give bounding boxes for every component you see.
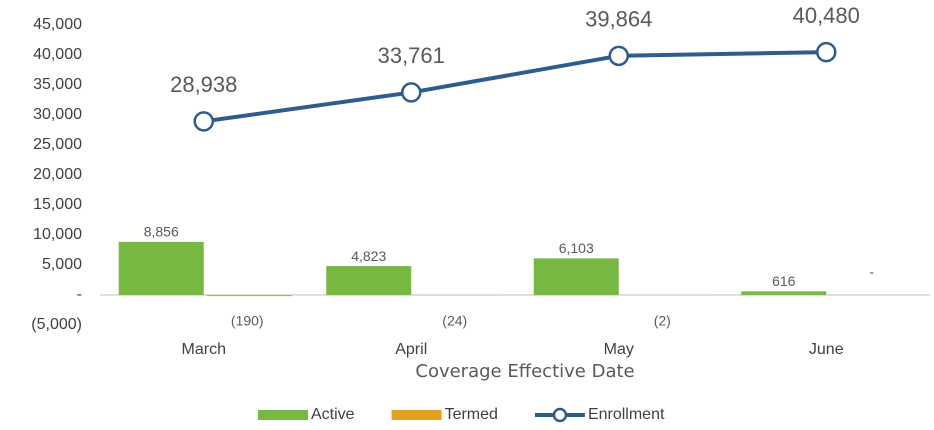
y-tick-label: 20,000 xyxy=(33,166,82,183)
y-tick-label: 45,000 xyxy=(33,16,82,33)
data-label: 33,761 xyxy=(378,43,445,68)
marker xyxy=(193,111,214,132)
legend-label: Termed xyxy=(445,406,498,423)
x-axis-title: Coverage Effective Date xyxy=(415,361,634,382)
data-label: (2) xyxy=(654,313,671,329)
data-label: 8,856 xyxy=(144,224,179,240)
data-label: 616 xyxy=(772,273,796,289)
data-label: (190) xyxy=(231,313,264,329)
x-tick-label: April xyxy=(395,341,427,358)
y-tick-label: (5,000) xyxy=(31,316,82,333)
x-tick-label: June xyxy=(809,341,844,358)
data-label: 39,864 xyxy=(585,7,652,32)
y-tick-label: - xyxy=(77,286,82,303)
y-tick-label: 15,000 xyxy=(33,196,82,213)
y-tick-label: 5,000 xyxy=(42,256,82,273)
legend-label: Active xyxy=(311,406,355,423)
data-label: 4,823 xyxy=(351,248,386,264)
marker xyxy=(401,82,422,103)
y-tick-label: 40,000 xyxy=(33,46,82,63)
data-label: 40,480 xyxy=(793,3,860,28)
legend-swatch xyxy=(258,410,308,420)
legend-swatch xyxy=(552,407,568,423)
y-tick-label: 10,000 xyxy=(33,226,82,243)
data-label: 6,103 xyxy=(559,240,594,256)
data-label: 28,938 xyxy=(170,72,237,97)
y-tick-label: 30,000 xyxy=(33,106,82,123)
x-tick-label: May xyxy=(604,341,634,358)
y-tick-label: 25,000 xyxy=(33,136,82,153)
bar xyxy=(206,295,292,297)
data-label: - xyxy=(869,264,874,280)
data-label: (24) xyxy=(442,313,467,329)
marker xyxy=(608,45,629,67)
line xyxy=(203,50,827,124)
bar xyxy=(326,266,412,295)
bar xyxy=(118,241,204,295)
x-tick-label: March xyxy=(182,341,226,358)
legend-label: Enrollment xyxy=(588,406,665,423)
y-tick-label: 35,000 xyxy=(33,76,82,93)
marker xyxy=(816,41,837,63)
bar xyxy=(533,258,619,295)
bar xyxy=(741,291,827,295)
legend-swatch xyxy=(391,410,442,420)
